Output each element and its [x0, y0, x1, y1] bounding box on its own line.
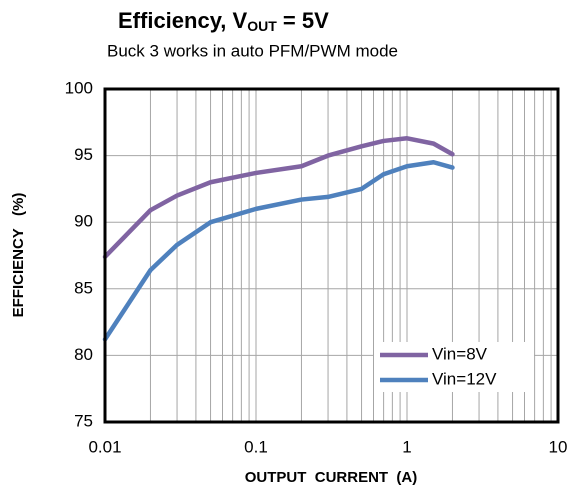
y-tick-label: 100 — [65, 78, 93, 97]
y-tick-label: 75 — [74, 411, 93, 430]
series-line — [102, 160, 455, 342]
title-part: = 5V — [277, 8, 329, 33]
title-part: Efficiency, V — [118, 8, 248, 33]
x-tick-label: 0.01 — [88, 437, 121, 456]
chart-title: Efficiency, VOUT = 5V — [118, 8, 329, 34]
y-axis-label: EFFICIENCY (%) — [10, 193, 27, 318]
series-line — [102, 136, 455, 260]
x-axis-label: OUTPUT CURRENT (A) — [245, 469, 418, 486]
legend: Vin=8V Vin=12V — [374, 342, 534, 392]
title-subscript: OUT — [247, 18, 277, 34]
y-tick-label: 80 — [74, 345, 93, 364]
legend-box — [374, 342, 534, 392]
x-tick-label: 1 — [402, 437, 411, 456]
y-tick-label: 85 — [74, 278, 93, 297]
legend-label: Vin=12V — [432, 369, 497, 388]
legend-label: Vin=8V — [432, 344, 488, 363]
plot-frame — [103, 87, 560, 424]
y-tick-label: 90 — [74, 212, 93, 231]
subtitle: Buck 3 works in auto PFM/PWM mode — [107, 41, 398, 60]
y-tick-label: 95 — [74, 145, 93, 164]
x-tick-label: 0.1 — [244, 437, 268, 456]
plot — [102, 136, 455, 342]
x-tick-label: 10 — [549, 437, 568, 456]
